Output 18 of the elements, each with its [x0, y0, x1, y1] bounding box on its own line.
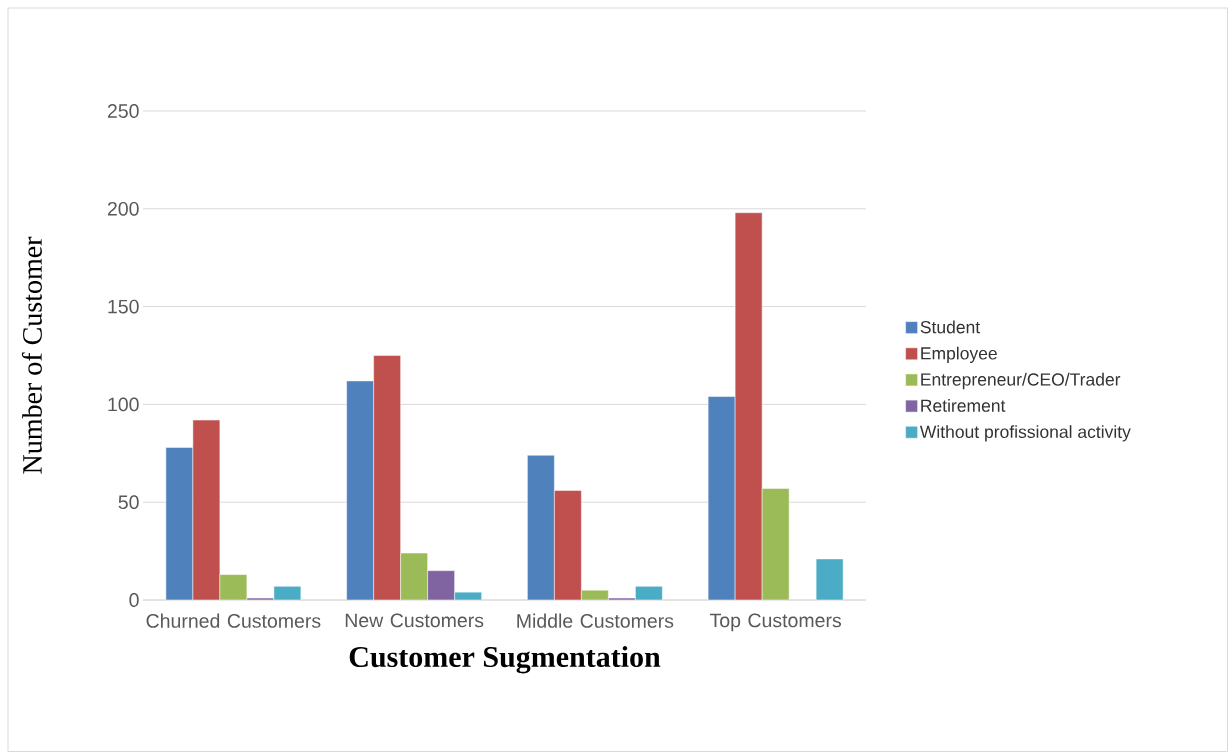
y-tick-label: 0: [129, 593, 139, 607]
legend-label: Entrepreneur/CEO/Trader: [921, 372, 1121, 390]
y-tick-label: 100: [108, 397, 139, 412]
y-tick-label: 250: [107, 104, 139, 118]
legend-label: Employee: [921, 346, 997, 363]
y-tick-label: 150: [108, 299, 139, 314]
x-tick-label: Churned Customers: [146, 613, 321, 628]
x-tick-label: Middle Customers: [517, 613, 674, 628]
legend-label: Student: [920, 320, 981, 334]
bar: [815, 558, 844, 601]
y-axis-title: Number of Customer: [21, 236, 42, 474]
x-axis-title: Customer Sugmentation: [349, 646, 661, 674]
y-tick-label: 50: [118, 495, 139, 510]
legend-label: Without profissional activity: [919, 425, 1131, 442]
x-tick-label: Top Customers: [709, 613, 842, 632]
legend-label: Retirement: [921, 399, 1006, 412]
x-tick-label: New Customers: [345, 613, 484, 628]
y-tick-label: 200: [107, 201, 139, 216]
